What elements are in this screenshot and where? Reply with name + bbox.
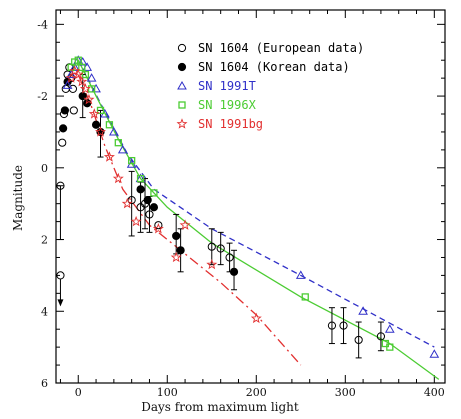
series-0-point: [327, 321, 337, 330]
series-2-point: [358, 306, 368, 315]
y-tick-label: 6: [41, 377, 48, 390]
legend-marker-3: [178, 101, 186, 109]
series-0-point: [154, 221, 163, 230]
y-tick-label: 2: [41, 234, 48, 247]
series-4-point: [83, 93, 95, 105]
series-4-point: [152, 223, 164, 234]
y-tick-label: -4: [37, 18, 48, 31]
data-markers: [56, 55, 440, 358]
x-tick-label: 300: [335, 386, 356, 399]
series-4-point: [250, 312, 262, 324]
series-1-point: [229, 267, 239, 276]
series-1-point: [60, 106, 70, 115]
series-4-point: [179, 219, 191, 230]
legend-label-1: SN 1604 (Korean data): [198, 60, 350, 74]
x-tick-label: 400: [424, 386, 445, 399]
x-axis-label: Days from maximum light: [141, 400, 299, 414]
legend-label-3: SN 1996X: [198, 98, 257, 112]
series-2-point: [62, 80, 73, 89]
series-3-point: [78, 63, 86, 72]
series-0-point: [354, 335, 363, 345]
series-3-point: [114, 139, 122, 147]
series-4-fit-line: [77, 74, 302, 366]
series-0-point: [216, 244, 225, 253]
y-tick-label: 0: [41, 162, 48, 175]
series-0-point: [61, 84, 70, 94]
series-4-point: [79, 83, 91, 94]
series-4-point: [112, 172, 124, 184]
series-0-point: [376, 332, 386, 341]
series-2-point: [86, 73, 97, 82]
series-0-point: [68, 84, 78, 94]
series-2-point: [429, 349, 440, 358]
series-0-point: [339, 321, 348, 330]
series-3-point: [301, 293, 309, 301]
series-4-point: [103, 151, 115, 162]
series-3-point: [386, 343, 394, 351]
series-1-point: [59, 124, 68, 133]
legend-label-4: SN 1991bg: [198, 117, 263, 131]
series-0-point: [207, 242, 216, 251]
series-3-point: [128, 156, 136, 165]
x-tick-label: 0: [75, 386, 82, 399]
legend-label-2: SN 1991T: [198, 79, 256, 93]
series-4-point: [170, 251, 182, 263]
series-2-point: [117, 144, 128, 154]
legend-marker-4: [176, 118, 188, 129]
series-4-point: [121, 197, 133, 209]
series-3-point: [74, 56, 82, 64]
series-1-point: [136, 185, 145, 194]
series-1-point: [91, 120, 101, 129]
upper-limit-arrow-head: [57, 299, 64, 307]
series-0-upper-limit-point: [56, 271, 65, 280]
y-tick-label: 4: [41, 305, 48, 318]
legend-marker-0: [177, 43, 187, 53]
series-3-point: [136, 174, 145, 183]
series-1-point: [143, 195, 152, 205]
series-3-point: [96, 106, 105, 115]
y-tick-label: -2: [37, 90, 48, 103]
series-4-point: [95, 126, 107, 137]
series-4-point: [130, 215, 142, 227]
series-2-fit-line: [77, 59, 435, 348]
series-2-point: [384, 324, 395, 333]
legend-label-0: SN 1604 (European data): [198, 41, 364, 55]
legend-marker-1: [177, 62, 187, 72]
series-1-point: [172, 231, 181, 241]
legend: SN 1604 (European data) SN 1604 (Korean d…: [176, 41, 364, 131]
series-3-point: [150, 189, 158, 197]
series-4-point: [76, 75, 88, 87]
x-tick-label: 100: [157, 386, 178, 399]
series-0-point: [58, 138, 67, 147]
series-1-point: [149, 203, 159, 212]
series-2-point: [295, 270, 306, 279]
series-4-point: [88, 108, 100, 119]
series-3-point: [105, 121, 114, 129]
axis-ticks: 0 100 200 300 400 -4 -2 0 2 4 6: [37, 10, 445, 399]
series-0-point: [225, 253, 234, 262]
series-4-point: [206, 258, 218, 270]
series-0-point: [127, 195, 136, 205]
series-0-point: [56, 181, 65, 190]
series-3-point: [81, 70, 90, 79]
series-2-point: [108, 126, 119, 136]
series-1-point: [176, 246, 185, 255]
y-axis-label: Magnitude: [11, 165, 25, 231]
series-0-point: [69, 106, 78, 115]
legend-marker-2: [177, 80, 187, 90]
series-4-point: [65, 72, 77, 83]
series-4-point: [72, 68, 84, 80]
series-0-point: [145, 210, 154, 219]
x-tick-label: 200: [246, 386, 267, 399]
plot-frame: [55, 9, 446, 384]
